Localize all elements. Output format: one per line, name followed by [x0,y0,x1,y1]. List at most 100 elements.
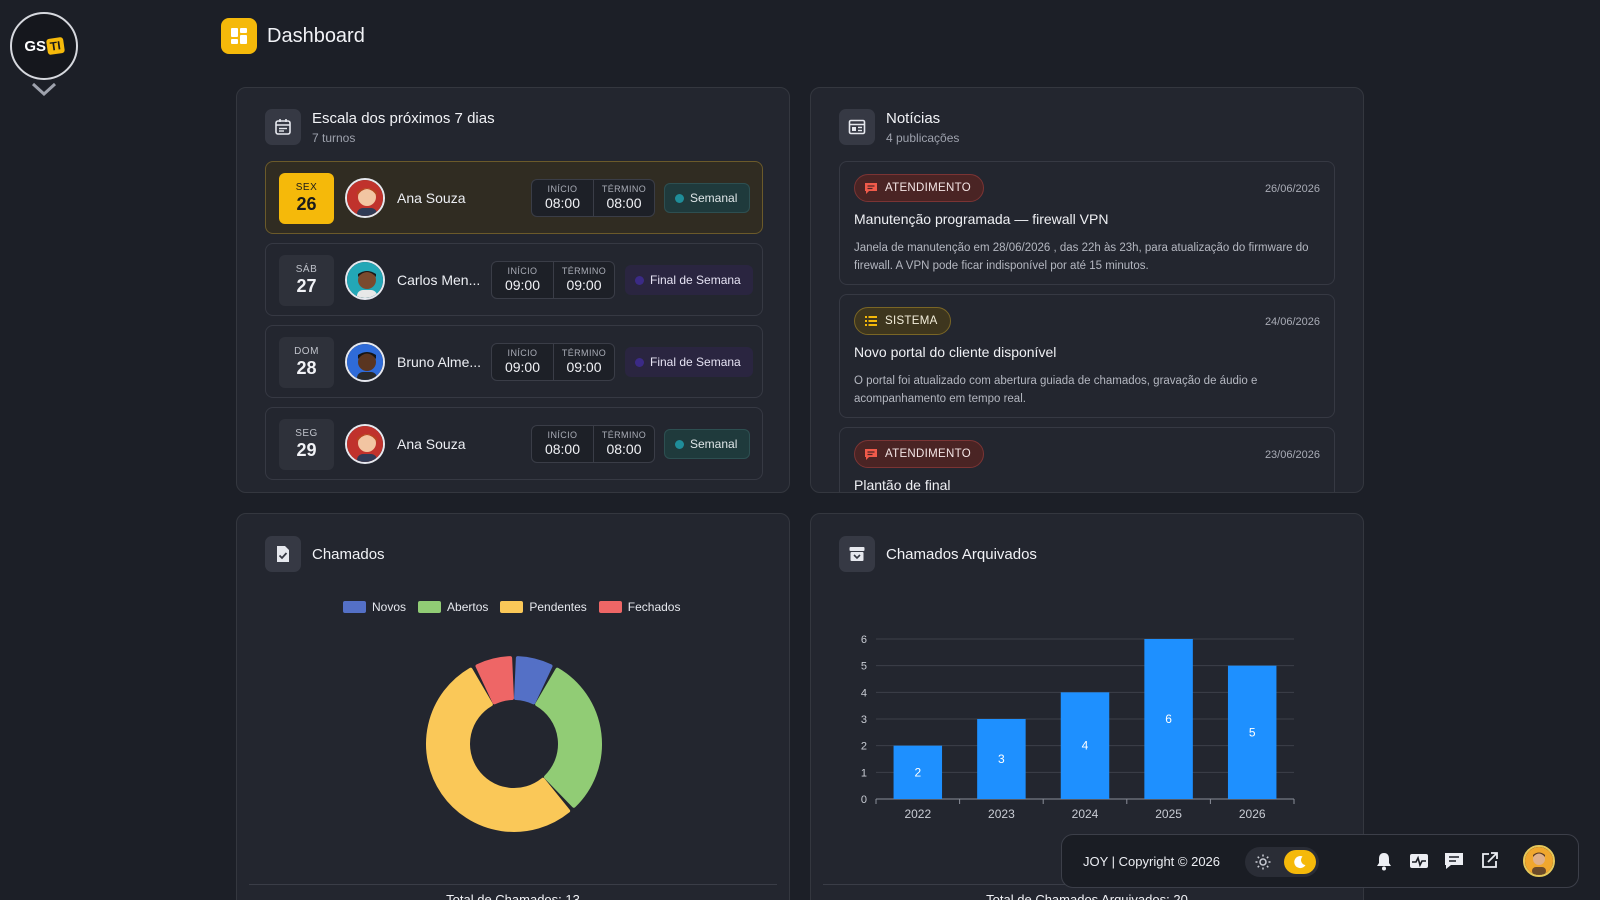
shift-person-name: Ana Souza [397,190,466,206]
donut-slice-abertos[interactable] [535,667,602,808]
theme-toggle[interactable] [1245,847,1319,877]
noticias-header: Notícias 4 publicações [839,109,959,145]
x-tick-label: 2023 [988,807,1015,821]
end-label: TÉRMINO [601,184,647,194]
donut-slice-fechados[interactable] [475,656,514,705]
bar-value-label: 4 [1082,739,1089,753]
user-avatar[interactable] [1523,845,1555,877]
brand-logo[interactable]: GS TI [10,12,78,96]
page-header: Dashboard [221,18,365,54]
end-label: TÉRMINO [561,266,607,276]
bar-2022[interactable] [893,745,943,799]
shift-weekday: SEX [295,182,318,193]
arquivados-header: Chamados Arquivados [839,536,1037,572]
start-time: 09:00 [504,359,541,375]
legend-swatch [598,601,622,613]
start-label: INÍCIO [547,430,578,440]
legend-item[interactable]: Abertos [418,600,488,614]
news-category: ATENDIMENTO [885,448,971,460]
y-tick-label: 1 [861,767,867,779]
start-label: INÍCIO [507,348,538,358]
logo-ti-text: TI [45,36,65,56]
escala-card: Escala dos próximos 7 dias 7 turnos SEX … [236,87,790,493]
start-time: 09:00 [504,277,541,293]
news-item[interactable]: SISTEMA 24/06/2026 Novo portal do client… [839,294,1335,418]
end-time: 08:00 [606,441,642,457]
calendar-icon [265,109,301,145]
bar-2026[interactable] [1227,665,1277,799]
shift-weekday: SEG [295,428,318,439]
bar-2025[interactable] [1144,639,1193,799]
end-label: TÉRMINO [561,348,607,358]
shift-row[interactable]: SEX 26 Ana Souza INÍCIO 08:00 TÉRMINO 08:0… [265,161,763,234]
start-time: 08:00 [544,195,581,211]
news-item[interactable]: ATENDIMENTO 23/06/2026 Plantão de final [839,427,1335,493]
legend-swatch [343,601,366,613]
escala-title: Escala dos próximos 7 dias [312,109,495,127]
shift-day: 27 [296,276,317,296]
news-item[interactable]: ATENDIMENTO 26/06/2026 Manutenção progra… [839,161,1335,285]
y-tick-label: 3 [861,714,867,726]
legend-swatch [500,601,524,613]
chamados-card: Chamados Novos Abertos Pendentes Fechado… [236,513,790,900]
bell-icon[interactable] [1375,851,1393,871]
donut-slice-novos[interactable] [514,656,553,705]
shift-type-badge: Semanal [664,183,751,213]
news-category-badge: ATENDIMENTO [854,440,984,468]
end-time: 08:00 [606,195,642,211]
news-title: Plantão de final [854,477,951,493]
shift-row[interactable]: DOM 28 Bruno Alme... INÍCIO 09:00 TÉRMINO… [265,325,763,398]
x-tick-label: 2025 [1155,807,1182,821]
shift-person-name: Ana Souza [397,436,466,452]
legend-item[interactable]: Fechados [598,600,681,614]
shift-times: INÍCIO 08:00 TÉRMINO 08:00 [531,425,655,463]
moon-icon[interactable] [1284,850,1316,874]
y-tick-label: 6 [861,634,867,646]
badge-dot [635,275,644,285]
bar-value-label: 3 [998,752,1005,766]
shift-row[interactable]: SEG 29 Ana Souza INÍCIO 08:00 TÉRMINO 08:0… [265,407,763,480]
news-category-badge: ATENDIMENTO [854,174,984,202]
news-date: 23/06/2026 [1264,449,1320,461]
bar-value-label: 2 [914,765,921,779]
logo-badge: GS TI [10,12,78,80]
activity-icon[interactable] [1409,851,1429,871]
news-date: 26/06/2026 [1264,183,1320,195]
news-category: ATENDIMENTO [885,182,971,194]
legend-label: Pendentes [529,600,587,614]
chart-legend: Novos Abertos Pendentes Fechados [343,600,680,614]
legend-label: Abertos [447,600,489,614]
end-time: 09:00 [566,359,602,375]
shift-date: DOM 28 [279,337,334,388]
legend-swatch [418,601,442,613]
shift-row[interactable]: SÁB 27 Carlos Men... INÍCIO 09:00 TÉRMINO… [265,243,763,316]
archive-icon [839,536,875,572]
bar-2024[interactable] [1060,692,1110,799]
x-tick-label: 2022 [904,807,931,821]
badge-dot [675,439,684,449]
x-tick-label: 2026 [1239,807,1266,821]
shift-day: 28 [296,358,317,378]
message-icon[interactable] [1444,851,1464,871]
chamados-header: Chamados [265,536,385,572]
y-tick-label: 0 [861,794,867,806]
chevron-down-icon[interactable] [31,82,57,96]
shift-type-label: Semanal [690,191,738,205]
news-title: Manutenção programada — firewall VPN [854,211,1109,227]
start-time: 08:00 [544,441,581,457]
legend-label: Fechados [627,600,681,614]
bar-2023[interactable] [977,719,1026,799]
legend-item[interactable]: Novos [343,600,406,614]
news-date: 24/06/2026 [1264,316,1320,328]
donut-chart [426,656,602,832]
donut-slice-pendentes[interactable] [426,667,571,832]
external-link-icon[interactable] [1480,851,1499,870]
shift-times: INÍCIO 08:00 TÉRMINO 08:00 [531,179,655,217]
avatar [345,342,385,382]
sun-icon[interactable] [1255,854,1271,870]
shift-person-name: Carlos Men... [397,272,481,288]
legend-item[interactable]: Pendentes [500,600,587,614]
shift-type-badge: Final de Semana [625,265,753,295]
end-label: TÉRMINO [601,430,647,440]
shift-type-label: Semanal [690,437,738,451]
